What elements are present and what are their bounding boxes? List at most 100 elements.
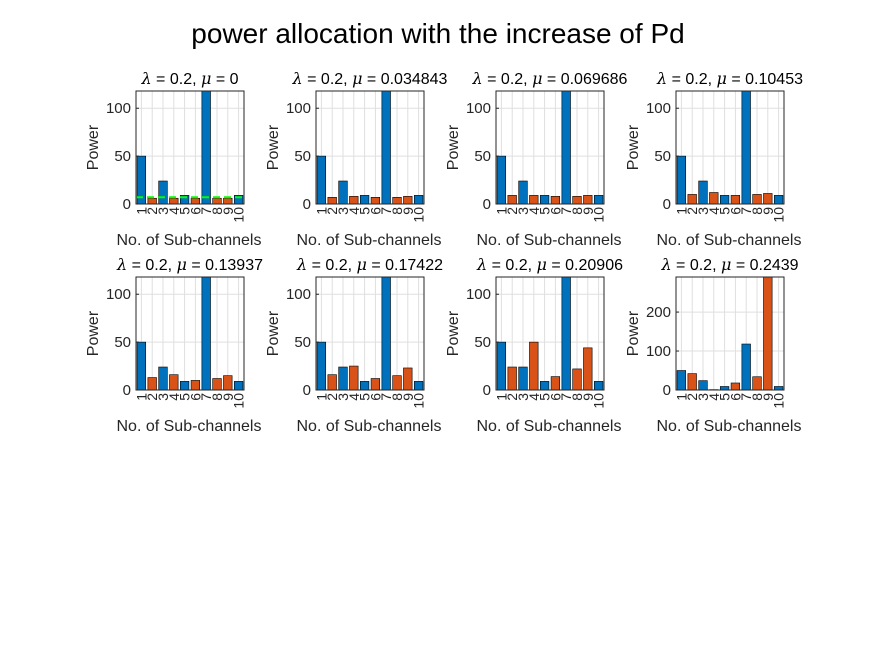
x-tick-label: 10 [411, 393, 427, 409]
x-tick-label: 8 [389, 207, 405, 215]
lambda-symbol: λ [476, 255, 487, 274]
mu-symbol: μ [721, 255, 731, 274]
x-tick-label: 3 [515, 207, 531, 215]
x-tick-label: 6 [547, 207, 563, 215]
bar-5 [719, 195, 730, 205]
bar-1 [496, 341, 507, 391]
bar-4 [709, 192, 719, 205]
bar-3 [698, 380, 708, 391]
lambda-value: = 0.2, [127, 257, 176, 274]
bar-6 [730, 382, 741, 391]
bar-2 [687, 194, 697, 205]
lambda-value: = 0.2, [672, 257, 721, 274]
x-tick-label: 9 [760, 207, 776, 215]
x-axis-label: No. of Sub-channels [477, 232, 622, 249]
bar-3 [698, 180, 708, 205]
x-tick-label: 9 [580, 207, 596, 215]
bar-7 [561, 90, 571, 205]
bar-6 [370, 197, 381, 205]
x-tick-label: 10 [771, 207, 787, 223]
bar-10 [233, 381, 244, 391]
x-tick-label: 10 [591, 393, 607, 409]
mu-value: = 0.034843 [362, 71, 447, 88]
bar-10 [413, 381, 424, 391]
y-tick-label: 0 [483, 196, 491, 213]
x-tick-label: 7 [198, 207, 214, 215]
x-tick-label: 1 [673, 207, 689, 215]
axes-box [315, 276, 425, 391]
y-tick-label: 0 [123, 382, 131, 399]
bar-2 [147, 377, 157, 391]
x-tick-label: 10 [411, 207, 427, 223]
y-tick-label: 0 [663, 382, 671, 399]
subplot-title: λ = 0.2, μ = 0.13937 [116, 255, 263, 274]
x-tick-label: 4 [526, 393, 542, 401]
axes-box [675, 276, 785, 391]
y-axis-label: Power [445, 124, 462, 170]
x-tick-label: 3 [695, 207, 711, 215]
y-tick-label: 100 [106, 286, 131, 303]
bar-8 [212, 378, 222, 391]
lambda-symbol: λ [472, 69, 483, 88]
x-tick-label: 1 [133, 207, 149, 215]
x-tick-label: 10 [771, 393, 787, 409]
lambda-value: = 0.2, [307, 257, 356, 274]
bar-8 [392, 375, 402, 391]
mu-symbol: μ [201, 69, 211, 88]
x-tick-label: 1 [673, 393, 689, 401]
bar-10 [773, 195, 784, 205]
x-tick-label: 6 [547, 393, 563, 401]
axes-box [495, 276, 605, 391]
y-axis-label: Power [85, 310, 102, 356]
bar-2 [507, 195, 517, 205]
y-axis-label: Power [445, 310, 462, 356]
y-axis-label: Power [85, 124, 102, 170]
bar-4 [169, 197, 179, 205]
y-tick-label: 100 [286, 286, 311, 303]
axes-box [495, 90, 605, 205]
mu-symbol: μ [177, 255, 187, 274]
x-tick-label: 7 [558, 393, 574, 401]
y-tick-label: 50 [114, 148, 131, 165]
lambda-symbol: λ [656, 69, 667, 88]
x-tick-label: 4 [166, 393, 182, 401]
y-tick-label: 0 [663, 196, 671, 213]
x-tick-label: 8 [209, 207, 225, 215]
bar-3 [518, 180, 528, 205]
y-tick-label: 0 [123, 196, 131, 213]
bar-7 [741, 343, 751, 391]
y-tick-label: 100 [646, 100, 671, 117]
x-tick-label: 8 [389, 393, 405, 401]
x-tick-label: 4 [706, 393, 722, 401]
bar-10 [593, 195, 604, 205]
x-tick-label: 3 [155, 207, 171, 215]
subplot-title: λ = 0.2, μ = 0.069686 [472, 69, 628, 88]
bar-8 [752, 194, 762, 205]
x-tick-label: 8 [569, 207, 585, 215]
x-tick-label: 2 [684, 207, 700, 215]
bar-3 [518, 366, 528, 391]
bar-10 [413, 195, 424, 205]
bar-8 [212, 197, 222, 205]
x-tick-label: 5 [537, 207, 553, 215]
y-axis-label: Power [625, 124, 642, 170]
x-tick-label: 2 [504, 207, 520, 215]
x-tick-label: 2 [504, 393, 520, 401]
x-tick-label: 10 [231, 393, 247, 409]
x-axis-label: No. of Sub-channels [657, 418, 802, 435]
bar-3 [158, 366, 168, 391]
y-tick-label: 100 [106, 100, 131, 117]
bar-9 [223, 375, 233, 391]
x-tick-label: 4 [346, 393, 362, 401]
x-tick-label: 10 [231, 207, 247, 223]
x-tick-label: 10 [591, 207, 607, 223]
bar-4 [349, 365, 359, 391]
x-tick-label: 2 [144, 207, 160, 215]
bar-7 [381, 90, 391, 205]
bar-9 [763, 276, 773, 391]
bar-9 [403, 367, 413, 391]
